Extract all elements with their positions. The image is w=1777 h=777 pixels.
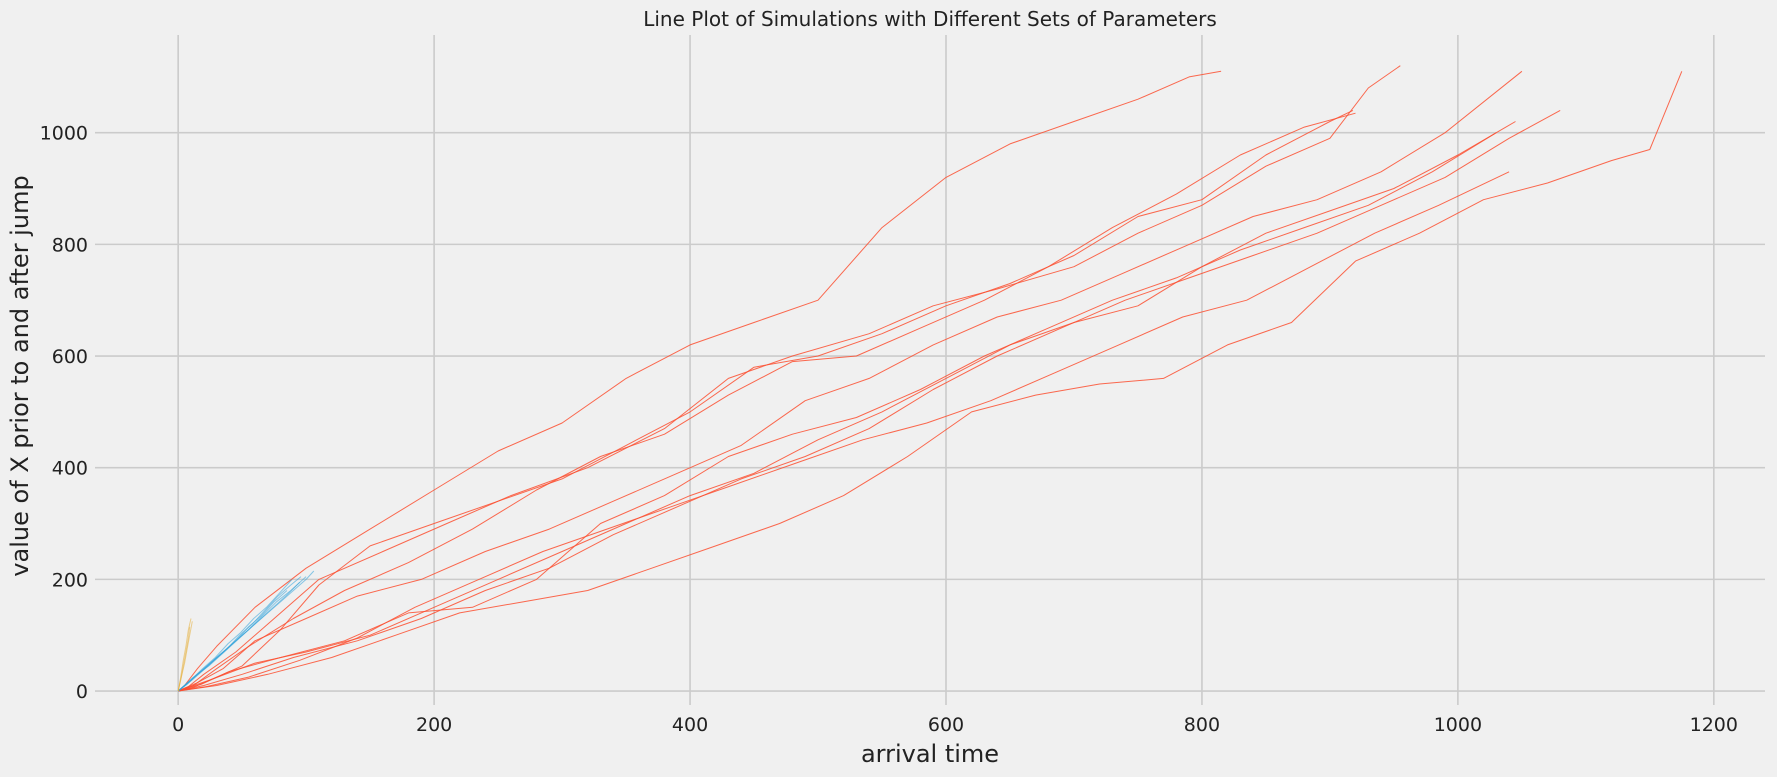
y-tick-label: 400 (52, 458, 88, 480)
x-tick-label: 1000 (1434, 714, 1482, 736)
y-tick-label: 600 (52, 346, 88, 368)
y-tick-label: 0 (76, 681, 88, 703)
chart-title: Line Plot of Simulations with Different … (643, 7, 1217, 31)
series-line-group-a-1 (178, 109, 1354, 692)
y-tick-labels: 0 200 400 600 800 1000 (40, 123, 88, 703)
grid-lines (95, 35, 1765, 705)
series-line-group-c-18 (177, 621, 193, 692)
y-tick-label: 1000 (40, 123, 88, 145)
x-tick-label: 0 (172, 714, 184, 736)
series-line-group-b-15 (177, 590, 288, 692)
series-line-group-a-0 (177, 70, 1222, 692)
series-line-group-a-5 (178, 109, 1561, 692)
x-axis-label: arrival time (861, 740, 999, 768)
y-tick-label: 200 (52, 569, 88, 591)
series-line-group-a-9 (178, 171, 1510, 692)
series-line-group-a-3 (178, 112, 1356, 692)
series-line-group-a-4 (178, 70, 1523, 692)
series-line-group-b-14 (177, 576, 307, 692)
x-tick-label: 200 (416, 714, 452, 736)
x-tick-label: 800 (1184, 714, 1220, 736)
series-line-group-a-7 (178, 132, 1497, 692)
series-lines (177, 65, 1683, 692)
y-tick-label: 800 (52, 234, 88, 256)
series-line-group-a-2 (178, 65, 1401, 692)
series-line-group-b-13 (177, 579, 293, 692)
x-tick-labels: 0 200 400 600 800 1000 1200 (172, 714, 1738, 736)
x-tick-label: 600 (928, 714, 964, 736)
x-tick-label: 400 (672, 714, 708, 736)
series-line-group-a-8 (178, 71, 1683, 692)
y-axis-label: value of X prior to and after jump (6, 175, 34, 576)
x-tick-label: 1200 (1690, 714, 1738, 736)
